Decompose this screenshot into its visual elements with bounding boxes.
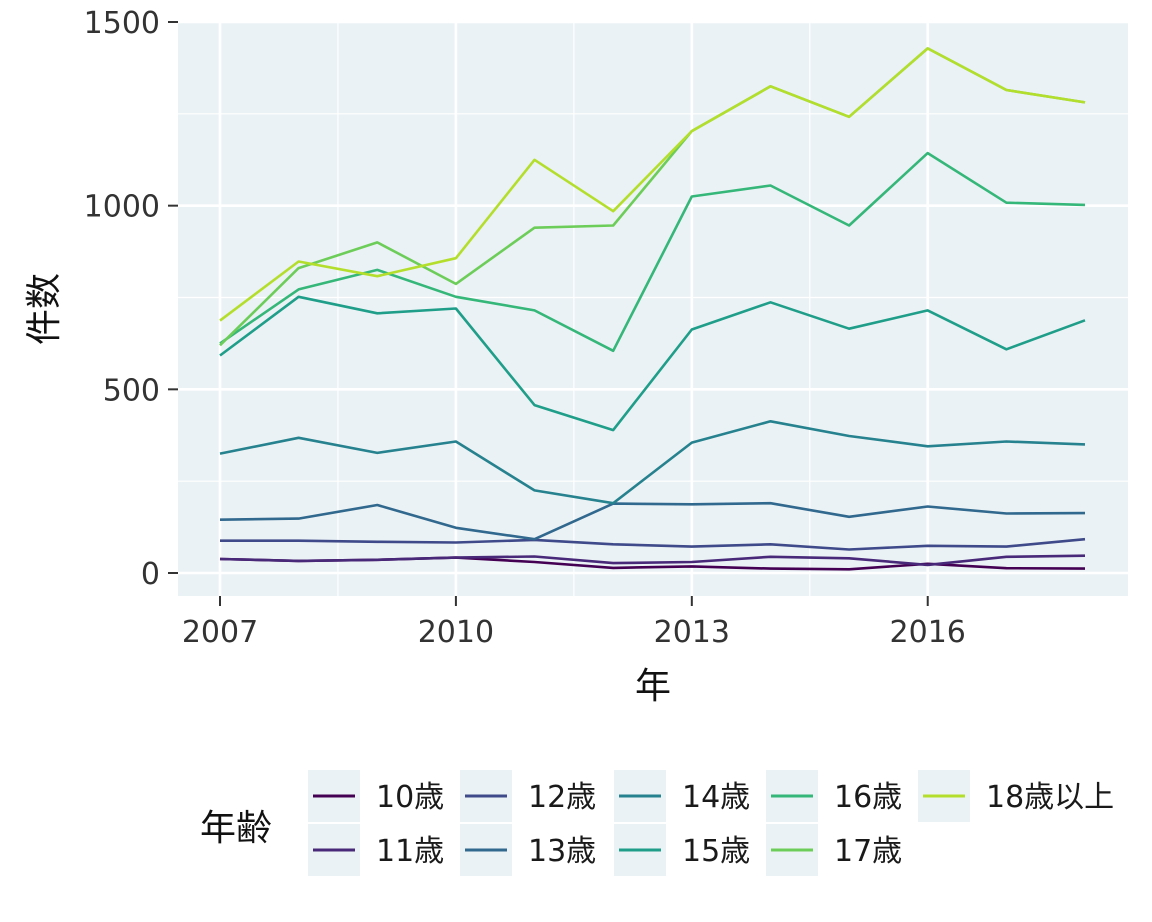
series-line-5 xyxy=(219,419,1086,505)
y-axis: 0 500 1000 1500 xyxy=(84,6,178,592)
plot-panel xyxy=(178,22,1128,596)
x-tick-label: 2016 xyxy=(890,615,966,650)
legend-title: 年齢 xyxy=(200,808,272,849)
series-line-9 xyxy=(219,47,1086,322)
series-line-6 xyxy=(219,295,1086,432)
x-tick-label: 2010 xyxy=(418,615,494,650)
legend: 年齢 10歳 11歳 12歳 13歳 14歳 15歳 16歳 17歳 18歳以上 xyxy=(200,770,1114,876)
legend-label-1: 10歳 xyxy=(376,780,444,815)
y-tick-label: 1000 xyxy=(84,190,160,225)
legend-label-3: 12歳 xyxy=(528,780,596,815)
x-axis: 2007 2010 2013 2016 xyxy=(182,596,966,650)
y-tick-label: 1500 xyxy=(84,6,160,41)
y-axis-title: 件数 xyxy=(24,273,65,345)
legend-label-2: 11歳 xyxy=(376,834,444,869)
grid xyxy=(178,20,1128,596)
series-line-3 xyxy=(220,537,1086,551)
series-line-4 xyxy=(219,501,1086,541)
series-lines xyxy=(219,47,1086,571)
series-line-2 xyxy=(219,554,1086,567)
legend-label-8: 17歳 xyxy=(834,834,902,869)
legend-label-6: 15歳 xyxy=(682,834,750,869)
legend-label-5: 14歳 xyxy=(682,780,750,815)
legend-label-4: 13歳 xyxy=(528,834,596,869)
legend-label-9: 18歳以上 xyxy=(986,780,1114,815)
y-tick-label: 0 xyxy=(141,557,160,592)
x-tick-label: 2013 xyxy=(654,615,730,650)
legend-label-7: 16歳 xyxy=(834,780,902,815)
x-tick-label: 2007 xyxy=(182,615,258,650)
x-axis-title: 年 xyxy=(635,666,671,707)
y-tick-label: 500 xyxy=(103,373,160,408)
